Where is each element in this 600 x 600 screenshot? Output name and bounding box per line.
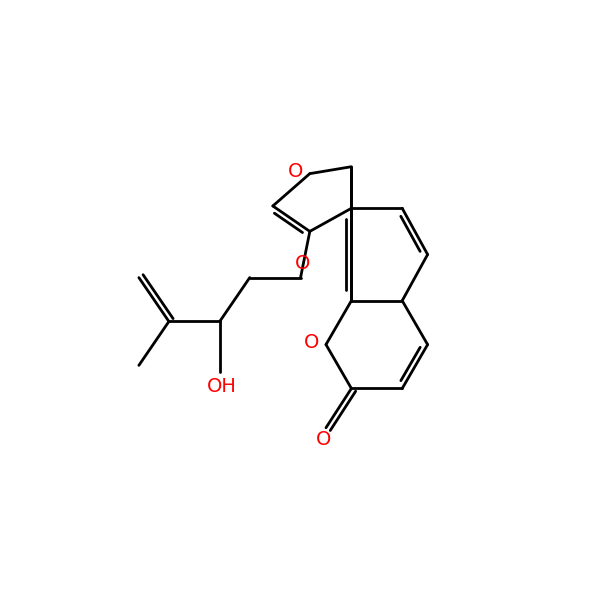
Text: O: O xyxy=(304,333,319,352)
Text: O: O xyxy=(288,162,304,181)
Text: OH: OH xyxy=(207,377,237,395)
Text: O: O xyxy=(316,430,331,449)
Text: O: O xyxy=(295,254,311,273)
